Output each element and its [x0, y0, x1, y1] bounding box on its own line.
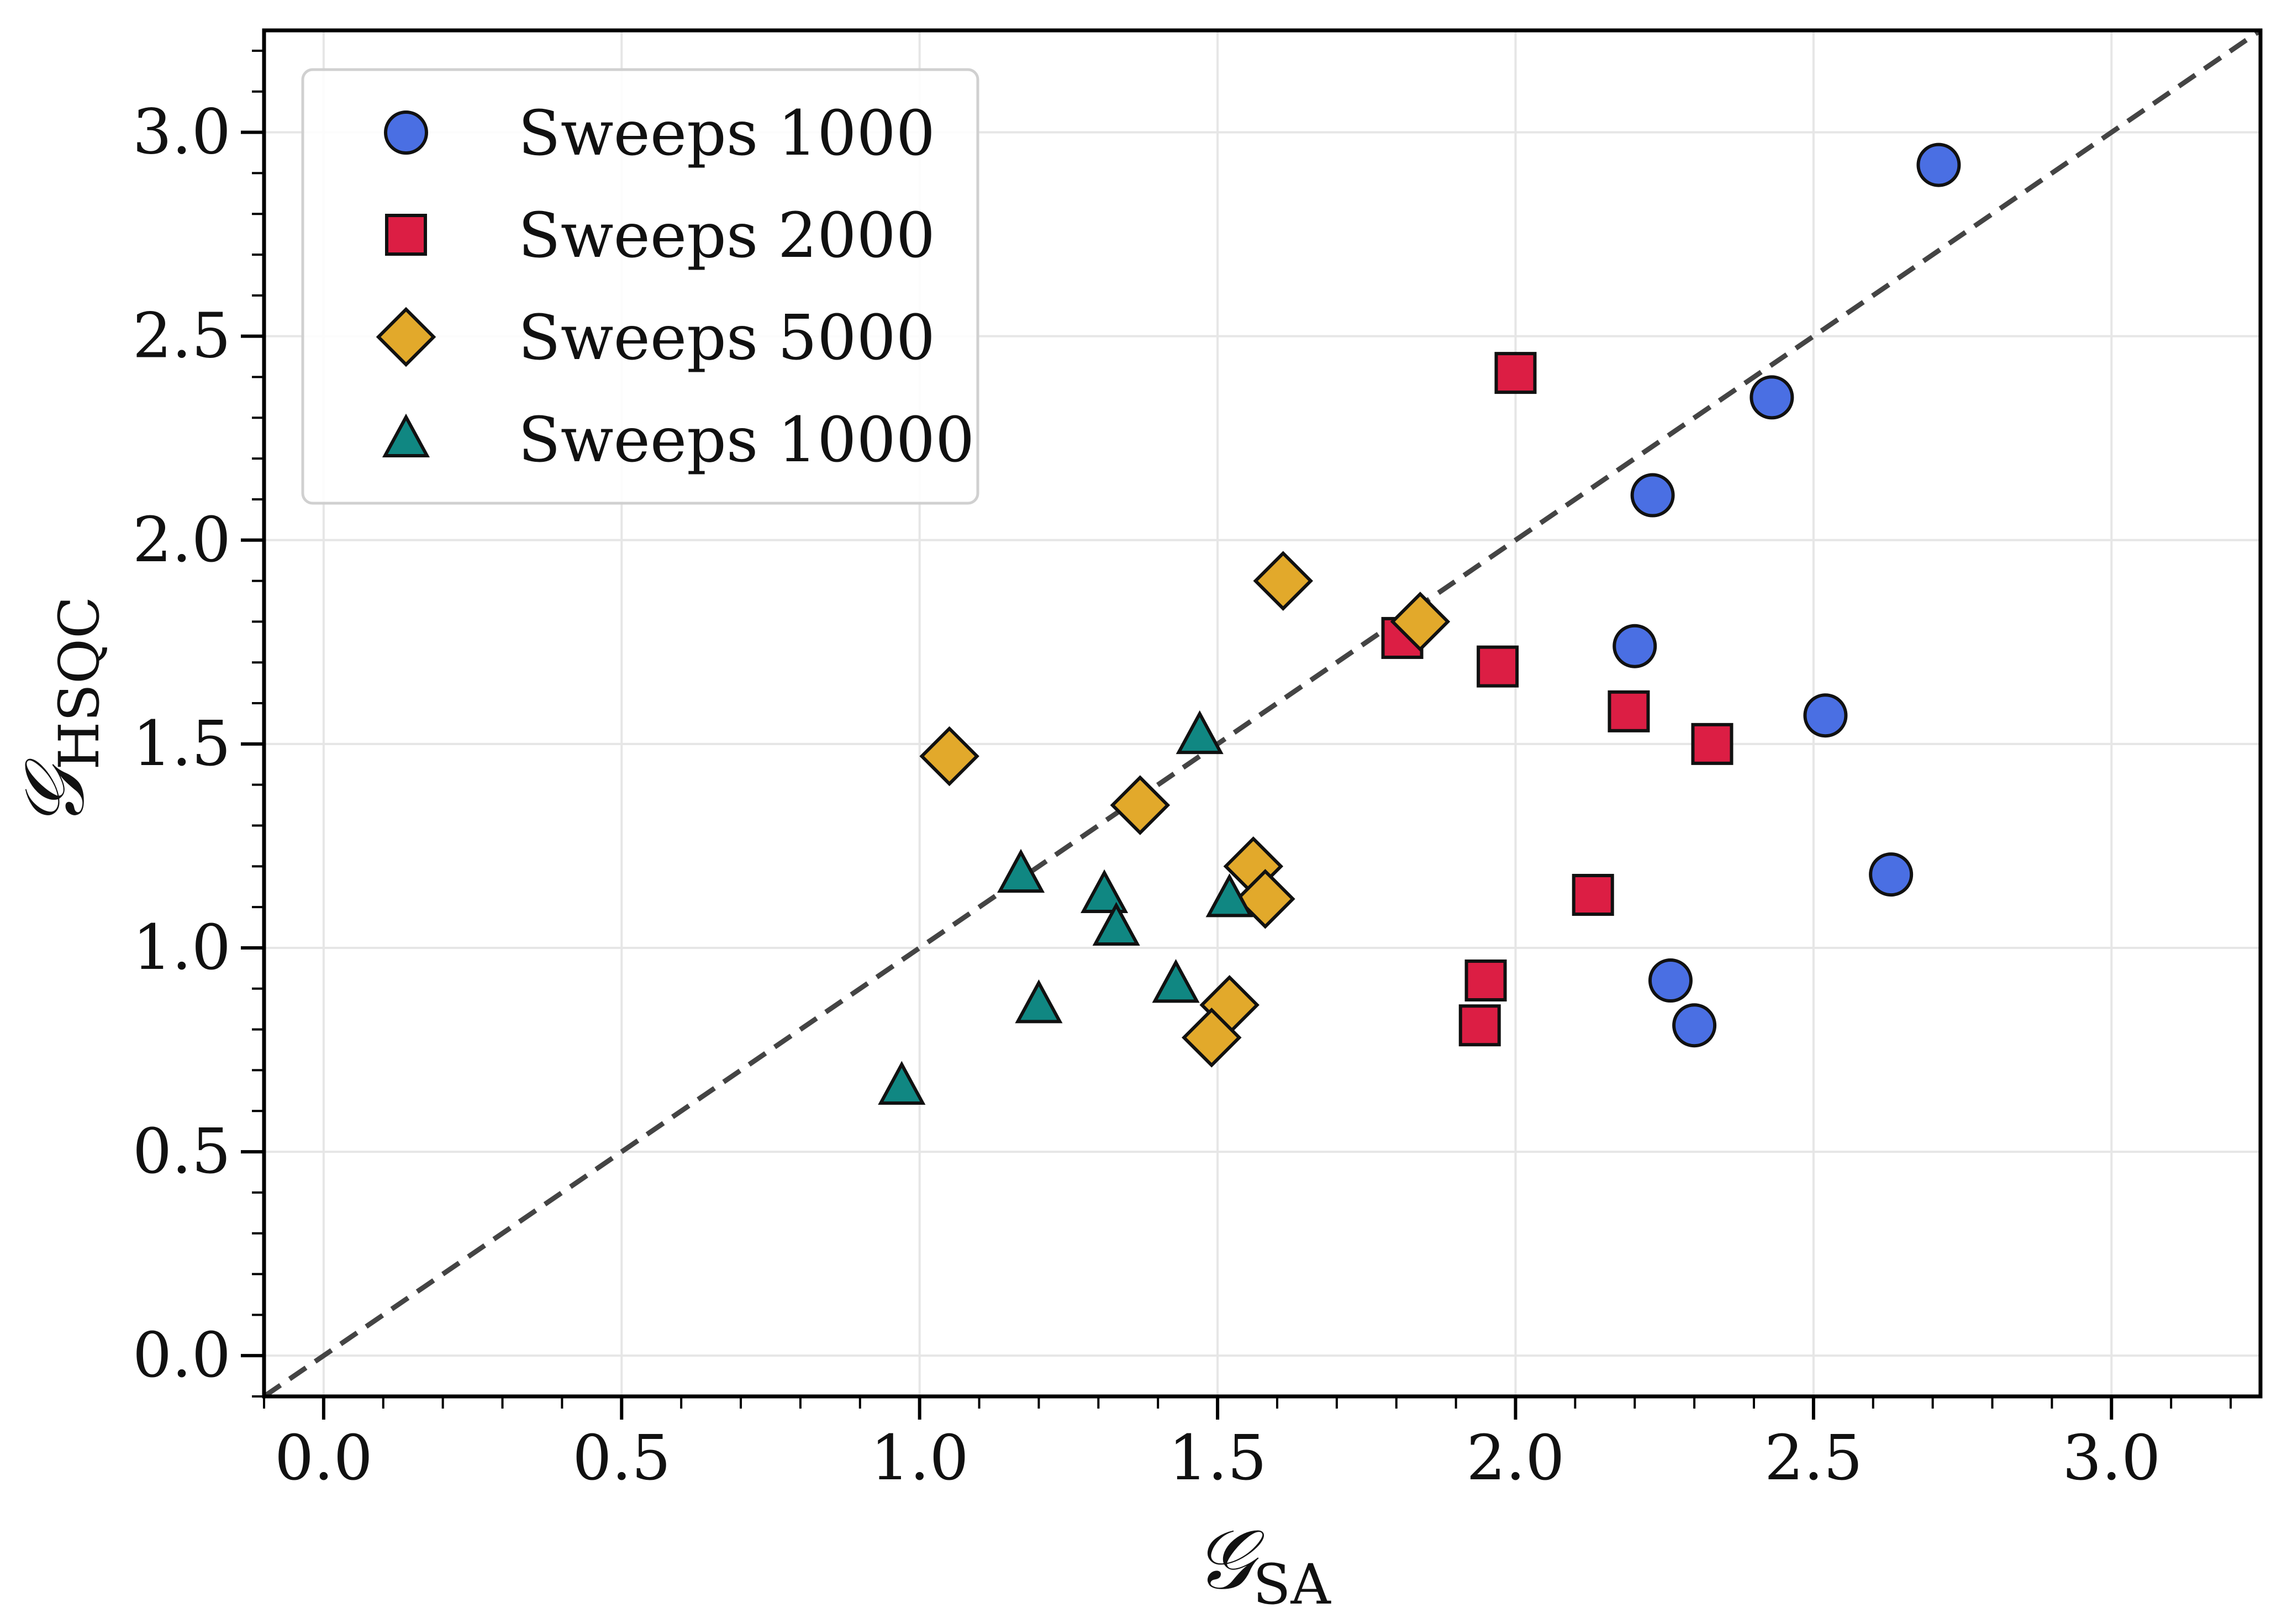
data-point-square	[1691, 723, 1733, 765]
data-point-triangle	[1015, 979, 1063, 1024]
y-axis-label: 𝒢HSQC	[7, 596, 112, 829]
x-axis-label: 𝒢SA	[1194, 1512, 1331, 1617]
legend-label: Sweeps 2000	[518, 200, 935, 272]
data-point-square	[1464, 959, 1507, 1002]
data-point-triangle	[1081, 869, 1129, 914]
legend-label: Sweeps 5000	[518, 302, 935, 374]
y-tick-label: 3.0	[133, 97, 231, 168]
y-tick-label: 1.5	[133, 708, 231, 780]
legend-label: Sweeps 10000	[518, 404, 974, 476]
y-tick-label: 0.5	[133, 1116, 231, 1188]
legend-marker-square	[385, 214, 427, 256]
data-point-circle	[1749, 375, 1794, 420]
y-tick-labels: 0.0 0.5 1.0 1.5 2.0 2.5 3.0	[133, 97, 231, 1392]
x-tick-label: 1.5	[1168, 1422, 1267, 1494]
data-point-circle	[1672, 1003, 1717, 1048]
data-point-square	[1608, 690, 1650, 732]
legend-marker-circle	[384, 110, 428, 155]
data-point-triangle	[1205, 873, 1253, 918]
y-tick-label: 2.5	[133, 300, 231, 372]
x-axis-label-sub: SA	[1253, 1552, 1332, 1617]
y-tick-label: 1.0	[133, 912, 231, 984]
series-circle-group	[1613, 143, 1961, 1048]
legend-label: Sweeps 1000	[518, 98, 935, 170]
data-point-circle	[1803, 693, 1848, 738]
data-point-diamond	[1182, 1008, 1242, 1068]
series-square-group	[1381, 352, 1733, 1047]
data-point-circle	[1613, 624, 1657, 668]
y-axis-label-sub: HSQC	[47, 596, 112, 769]
legend-marker-triangle	[382, 413, 430, 457]
legend-box	[301, 68, 979, 505]
x-axis-label-main: 𝒢	[1194, 1512, 1264, 1608]
data-point-diamond	[919, 726, 979, 787]
x-tick-label: 2.0	[1466, 1422, 1564, 1494]
data-point-diamond	[1390, 592, 1451, 652]
data-point-circle	[1869, 852, 1914, 897]
data-point-circle	[1916, 143, 1961, 187]
legend-marker-diamond	[376, 307, 436, 367]
data-point-triangle	[1092, 901, 1140, 946]
plot-frame	[262, 28, 2263, 1399]
data-point-triangle	[1176, 710, 1224, 755]
x-tick-label: 1.0	[871, 1422, 969, 1494]
data-point-circle	[1630, 473, 1675, 518]
data-point-triangle	[878, 1061, 926, 1105]
data-point-square	[1458, 1004, 1501, 1047]
data-point-triangle	[1152, 959, 1200, 1003]
y-axis-label-main: 𝒢	[7, 758, 103, 829]
x-tick-labels: 0.0 0.5 1.0 1.5 2.0 2.5 3.0	[275, 1422, 2161, 1494]
reference-line-y-equals-x	[262, 28, 2262, 1399]
data-point-diamond	[1253, 551, 1314, 611]
data-point-triangle	[997, 848, 1045, 893]
data-point-square	[1494, 352, 1537, 394]
x-tick-label: 0.0	[275, 1422, 373, 1494]
data-point-diamond	[1110, 775, 1171, 835]
data-point-square	[1572, 874, 1614, 916]
legend: Sweeps 1000 Sweeps 2000 Sweeps 5000 Sweeps …	[301, 68, 979, 505]
series-diamond-group	[919, 551, 1451, 1068]
x-tick-label: 2.5	[1764, 1422, 1863, 1494]
data-point-square	[1477, 645, 1519, 688]
data-point-diamond	[1235, 869, 1295, 929]
y-tick-label: 0.0	[133, 1320, 231, 1391]
x-tick-label: 0.5	[572, 1422, 671, 1494]
data-points	[878, 143, 1961, 1105]
data-point-circle	[1648, 958, 1693, 1003]
series-triangle-group	[878, 710, 1253, 1105]
x-tick-label: 3.0	[2062, 1422, 2160, 1494]
y-tick-label: 2.0	[133, 504, 231, 576]
axis-ticks	[241, 49, 2232, 1420]
